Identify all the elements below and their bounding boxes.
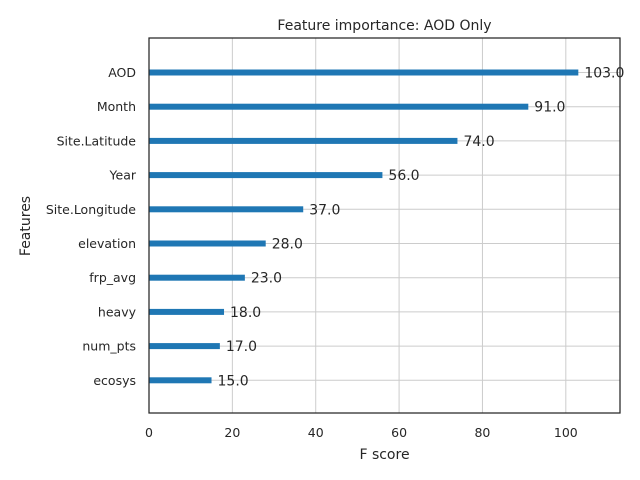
value-label: 17.0 <box>226 339 257 355</box>
y-tick-labels: AOD Month Site.Latitude Year Site.Longitude e… <box>46 65 137 388</box>
x-tick-label: 40 <box>308 425 324 440</box>
x-tick-label: 20 <box>224 425 240 440</box>
bar-aod <box>149 69 579 76</box>
x-tick-label: 80 <box>474 425 490 440</box>
value-label: 74.0 <box>463 134 494 150</box>
bar-site-latitude <box>149 137 458 144</box>
y-tick-label: Site.Latitude <box>57 133 137 148</box>
plot-frame <box>148 37 621 414</box>
y-tick-label: Site.Longitude <box>46 202 136 217</box>
y-tick-label: Month <box>97 99 136 114</box>
value-label: 37.0 <box>309 202 340 218</box>
bar-site-longitude <box>149 206 304 213</box>
bar-heavy <box>149 308 225 315</box>
y-tick-label: heavy <box>98 304 137 319</box>
bar-num-pts <box>149 343 220 350</box>
bar-frp-avg <box>149 274 245 281</box>
x-tick-label: 100 <box>554 425 578 440</box>
value-label: 103.0 <box>584 66 624 82</box>
value-label: 28.0 <box>272 237 303 253</box>
value-label: 56.0 <box>388 168 419 184</box>
bars <box>149 69 579 384</box>
y-tick-label: elevation <box>78 236 136 251</box>
x-tick-label: 0 <box>145 425 153 440</box>
chart-title: Feature importance: AOD Only <box>277 18 491 34</box>
bar-month <box>149 103 529 110</box>
value-label: 15.0 <box>218 373 249 389</box>
bar-year <box>149 172 383 179</box>
x-tick-label: 60 <box>391 425 407 440</box>
y-tick-label: ecosys <box>93 373 136 388</box>
x-axis-label: F score <box>359 447 409 463</box>
y-tick-label: frp_avg <box>89 270 136 285</box>
value-label: 18.0 <box>230 305 261 321</box>
value-label: 91.0 <box>534 100 565 116</box>
value-labels: 103.0 91.0 74.0 56.0 37.0 28.0 23.0 18.0 17.0 15.… <box>218 66 625 390</box>
y-tick-label: num_pts <box>82 339 136 354</box>
y-axis-label: Features <box>18 196 34 256</box>
y-tick-label: Year <box>109 168 137 183</box>
value-label: 23.0 <box>251 271 282 287</box>
y-tick-label: AOD <box>108 65 136 80</box>
x-tick-labels: 0 20 40 60 80 100 <box>145 425 578 440</box>
bar-elevation <box>149 240 266 247</box>
bar-ecosys <box>149 377 212 384</box>
